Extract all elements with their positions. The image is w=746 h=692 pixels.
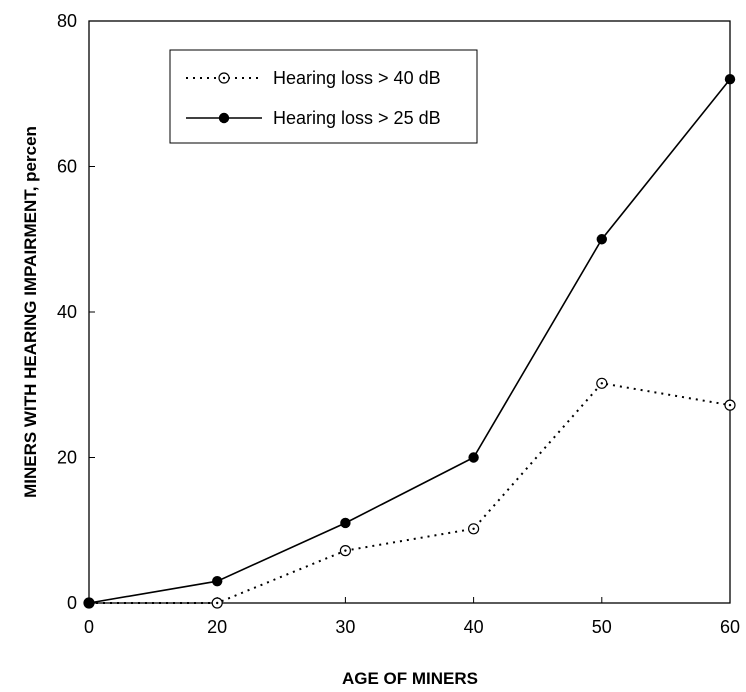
x-tick-label: 30 [335,617,355,637]
y-tick-label: 20 [57,448,77,468]
y-tick-label: 40 [57,302,77,322]
x-tick-label: 20 [207,617,227,637]
series-1-point-dot [600,382,603,385]
legend-swatch-marker-2 [218,112,230,124]
series-line-2 [88,78,731,604]
y-tick-label: 60 [57,157,77,177]
series-2-point [724,74,736,85]
series-2-point [468,452,479,463]
series-2-point [212,575,223,587]
series-2-point [83,597,95,609]
legend-box [169,49,478,144]
legend-label-2: Hearing loss > 25 dB [273,108,441,128]
x-axis-ticks: 0 20 30 40 50 60 [84,597,740,637]
series-1-point-dot [728,403,732,407]
y-axis-title: MINERS WITH HEARING IMPAIRMENT, percen [21,126,40,498]
series-line-1 [89,382,731,604]
x-tick-label: 40 [464,617,484,637]
legend-item-series-2: Hearing loss > 25 dB [186,108,441,128]
legend-label-1: Hearing loss > 40 dB [273,68,441,88]
x-axis-title: AGE OF MINERS [342,669,478,688]
legend: Hearing loss > 40 dB Hearing loss > 25 d… [169,49,478,144]
y-tick-label: 80 [57,11,77,31]
series-layer [83,74,736,609]
series-2-point [596,234,607,245]
y-tick-label: 0 [67,593,77,613]
series-2-point [340,517,351,529]
y-axis-ticks: 0 20 40 60 80 [57,11,95,613]
series-1-point-dot [472,527,475,530]
series-1-point-dot [216,601,219,605]
legend-item-series-1: Hearing loss > 40 dB [186,68,441,88]
legend-swatch-marker-dot-1 [222,76,226,80]
x-tick-label: 60 [720,617,740,637]
x-tick-label: 50 [592,617,612,637]
x-tick-label: 0 [84,617,94,637]
series-1-point-dot [344,549,347,552]
